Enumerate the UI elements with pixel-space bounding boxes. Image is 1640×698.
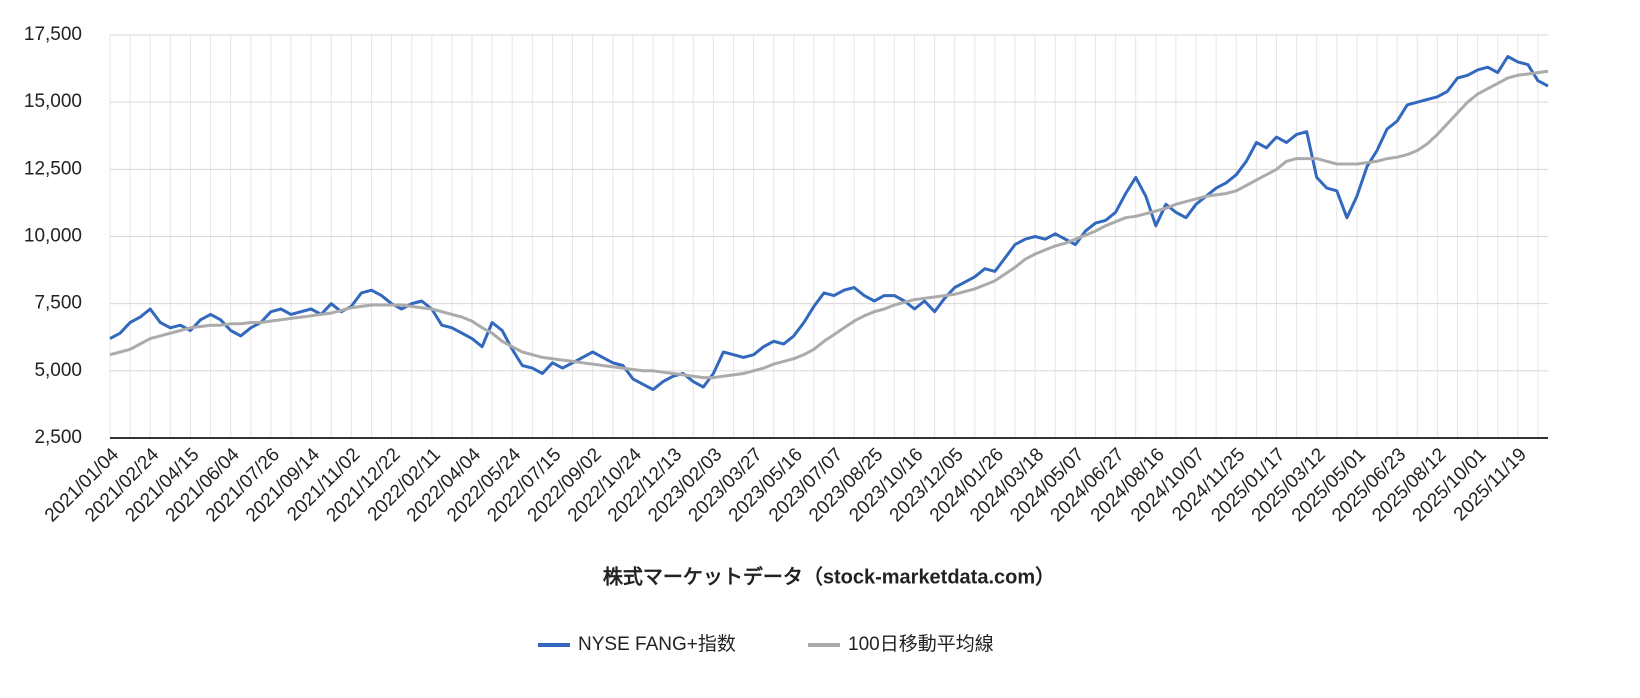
y-tick-label: 15,000 [24, 91, 82, 112]
series-line [109, 69, 1549, 380]
y-tick-label: 5,000 [34, 360, 82, 381]
x-axis-title: 株式マーケットデータ（stock-marketdata.com） [603, 564, 1055, 588]
y-tick-label: 10,000 [24, 226, 82, 247]
y-tick-label: 12,500 [24, 158, 82, 179]
y-tick-label: 17,500 [24, 24, 82, 45]
legend-label: 100日移動平均線 [848, 633, 994, 655]
y-tick-label: 2,500 [34, 427, 82, 448]
legend-label: NYSE FANG+指数 [578, 633, 736, 655]
y-tick-label: 7,500 [34, 293, 82, 314]
